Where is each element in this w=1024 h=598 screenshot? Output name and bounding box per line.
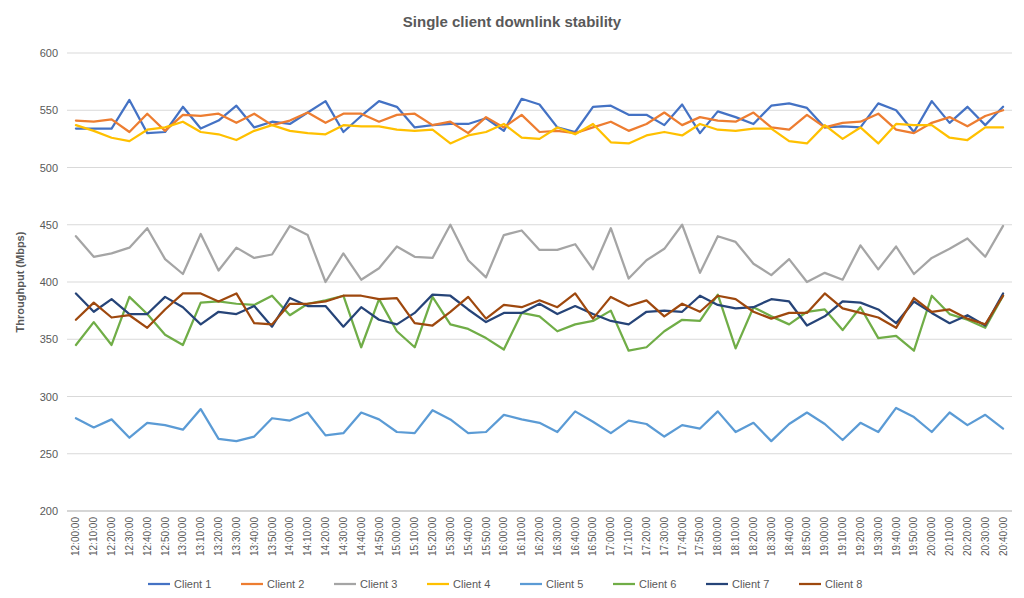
- x-tick-label: 14:40:00: [356, 517, 367, 556]
- series-line: [76, 122, 1003, 144]
- grid-line: [67, 110, 1012, 111]
- y-tick-label: 250: [40, 448, 58, 460]
- x-tick-label: 19:10:00: [837, 517, 848, 556]
- grid-line: [67, 224, 1012, 225]
- legend-swatch: [427, 583, 449, 585]
- x-tick-label: 20:10:00: [944, 517, 955, 556]
- plot-area: [76, 99, 1003, 441]
- legend-swatch: [706, 583, 728, 585]
- y-tick-label: 300: [40, 391, 58, 403]
- x-tick-label: 18:20:00: [748, 517, 759, 556]
- x-tick-label: 15:30:00: [445, 517, 456, 556]
- x-tick-label: 13:40:00: [249, 517, 260, 556]
- x-tick-label: 19:00:00: [819, 517, 830, 556]
- x-tick-label: 12:20:00: [106, 517, 117, 556]
- grid-line: [67, 453, 1012, 454]
- x-tick-label: 17:30:00: [659, 517, 670, 556]
- x-tick-label: 12:30:00: [124, 517, 135, 556]
- x-tick-label: 20:00:00: [926, 517, 937, 556]
- background: [0, 0, 1024, 598]
- chart: Single client downlink stability 200 250 30…: [0, 0, 1024, 598]
- x-tick-label: 13:20:00: [213, 517, 224, 556]
- x-tick-label: 14:30:00: [338, 517, 349, 556]
- legend-swatch: [334, 583, 356, 585]
- x-tick-label: 12:10:00: [88, 517, 99, 556]
- x-tick-label: 19:50:00: [908, 517, 919, 556]
- grid-line: [67, 282, 1012, 283]
- x-tick-label: 15:40:00: [463, 517, 474, 556]
- y-axis-title: Throughput (Mbps): [14, 231, 26, 332]
- legend-swatch: [241, 583, 263, 585]
- x-tick-label: 16:50:00: [587, 517, 598, 556]
- x-tick-label: 15:00:00: [391, 517, 402, 556]
- x-tick-label: 16:00:00: [498, 517, 509, 556]
- x-tick-label: 20:30:00: [980, 517, 991, 556]
- legend-label: Client 3: [360, 578, 397, 590]
- x-tick-label: 18:40:00: [784, 517, 795, 556]
- y-tick-label: 600: [40, 47, 58, 59]
- x-tick-label: 17:50:00: [694, 517, 705, 556]
- x-tick-label: 20:20:00: [962, 517, 973, 556]
- x-tick-label: 14:20:00: [320, 517, 331, 556]
- legend-label: Client 4: [453, 578, 490, 590]
- x-tick-label: 16:10:00: [516, 517, 527, 556]
- series-line: [76, 99, 1003, 133]
- grid-line: [67, 53, 1012, 54]
- x-tick-label: 16:30:00: [552, 517, 563, 556]
- grid-line: [67, 339, 1012, 340]
- x-tick-label: 13:10:00: [195, 517, 206, 556]
- x-tick-label: 16:40:00: [570, 517, 581, 556]
- x-tick-label: 17:10:00: [623, 517, 634, 556]
- x-tick-label: 15:10:00: [409, 517, 420, 556]
- grid-line: [67, 511, 1012, 512]
- legend-swatch: [520, 583, 542, 585]
- grid-line: [67, 167, 1012, 168]
- x-tick-label: 14:50:00: [374, 517, 385, 556]
- x-tick-label: 17:40:00: [677, 517, 688, 556]
- x-tick-label: 15:50:00: [481, 517, 492, 556]
- x-tick-label: 12:00:00: [70, 517, 81, 556]
- x-tick-label: 14:00:00: [284, 517, 295, 556]
- grid-line: [67, 396, 1012, 397]
- y-tick-label: 450: [40, 219, 58, 231]
- x-axis-line: [67, 511, 1012, 512]
- x-tick-label: 15:20:00: [427, 517, 438, 556]
- legend-label: Client 8: [825, 578, 862, 590]
- x-tick-label: 19:30:00: [873, 517, 884, 556]
- legend-label: Client 6: [639, 578, 676, 590]
- x-tick-label: 19:20:00: [855, 517, 866, 556]
- x-tick-label: 16:20:00: [534, 517, 545, 556]
- x-tick-label: 13:30:00: [231, 517, 242, 556]
- legend-label: Client 2: [267, 578, 304, 590]
- series-line: [76, 293, 1003, 326]
- y-tick-label: 550: [40, 104, 58, 116]
- x-tick-label: 18:10:00: [730, 517, 741, 556]
- x-tick-label: 18:30:00: [766, 517, 777, 556]
- series-line: [76, 225, 1003, 282]
- x-tick-label: 18:50:00: [801, 517, 812, 556]
- series-line: [76, 408, 1003, 441]
- x-tick-label: 14:10:00: [302, 517, 313, 556]
- x-tick-label: 12:50:00: [160, 517, 171, 556]
- x-tick-label: 19:40:00: [891, 517, 902, 556]
- x-tick-label: 13:50:00: [267, 517, 278, 556]
- y-tick-label: 500: [40, 162, 58, 174]
- x-tick-label: 18:00:00: [712, 517, 723, 556]
- legend-swatch: [799, 583, 821, 585]
- x-tick-label: 12:40:00: [142, 517, 153, 556]
- legend-label: Client 7: [732, 578, 769, 590]
- x-tick-label: 13:00:00: [177, 517, 188, 556]
- x-tick-label: 17:20:00: [641, 517, 652, 556]
- x-tick-label: 17:00:00: [605, 517, 616, 556]
- y-tick-label: 400: [40, 276, 58, 288]
- x-tick-label: 20:40:00: [998, 517, 1009, 556]
- legend-label: Client 1: [174, 578, 211, 590]
- y-tick-label: 200: [40, 505, 58, 517]
- y-tick-label: 350: [40, 333, 58, 345]
- title: Single client downlink stability: [403, 13, 622, 30]
- legend-label: Client 5: [546, 578, 583, 590]
- legend-swatch: [148, 583, 170, 585]
- series-line: [76, 293, 1003, 327]
- legend-swatch: [613, 583, 635, 585]
